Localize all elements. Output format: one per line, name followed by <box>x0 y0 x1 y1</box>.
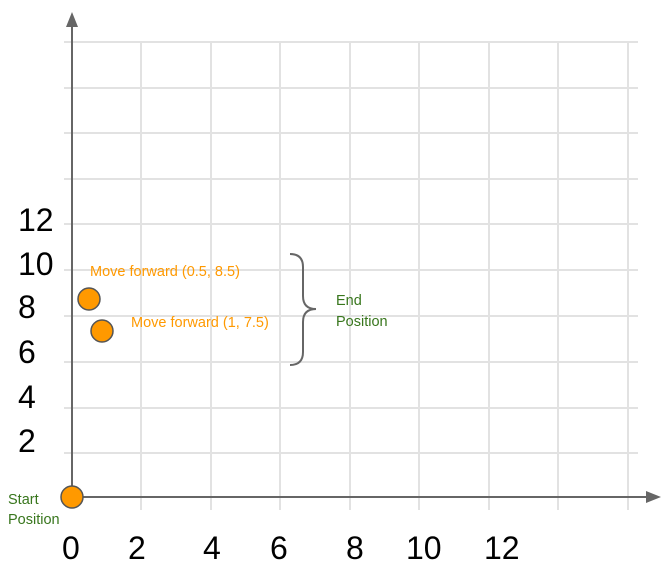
y-tick-label: 6 <box>18 334 36 370</box>
y-tick-labels: 2 4 6 8 10 12 <box>18 202 54 459</box>
point-label-1: Move forward (0.5, 8.5) <box>90 264 240 280</box>
y-tick-label: 4 <box>18 379 36 415</box>
y-axis-arrow-icon <box>66 12 78 27</box>
start-position-label-line2: Position <box>8 512 60 528</box>
y-tick-label: 2 <box>18 423 36 459</box>
point-label-2: Move forward (1, 7.5) <box>131 315 269 331</box>
grid-lines <box>64 41 638 510</box>
end-position-label-line2: Position <box>336 314 388 330</box>
x-tick-labels: 0 2 4 6 8 10 12 <box>62 530 520 566</box>
end-position-label-line1: End <box>336 293 362 309</box>
x-axis-arrow-icon <box>646 491 661 503</box>
y-tick-label: 10 <box>18 246 54 282</box>
y-tick-label: 12 <box>18 202 54 238</box>
start-position-label-line1: Start <box>8 492 39 508</box>
y-tick-label: 8 <box>18 289 36 325</box>
x-tick-label: 2 <box>128 530 146 566</box>
start-point <box>60 485 84 509</box>
x-tick-label: 10 <box>406 530 442 566</box>
x-tick-label: 0 <box>62 530 80 566</box>
curly-brace <box>289 253 317 366</box>
x-tick-label: 8 <box>346 530 364 566</box>
x-tick-label: 6 <box>270 530 288 566</box>
point-move-forward-2 <box>90 319 114 343</box>
point-move-forward-1 <box>77 287 101 311</box>
x-tick-label: 12 <box>484 530 520 566</box>
x-tick-label: 4 <box>203 530 221 566</box>
